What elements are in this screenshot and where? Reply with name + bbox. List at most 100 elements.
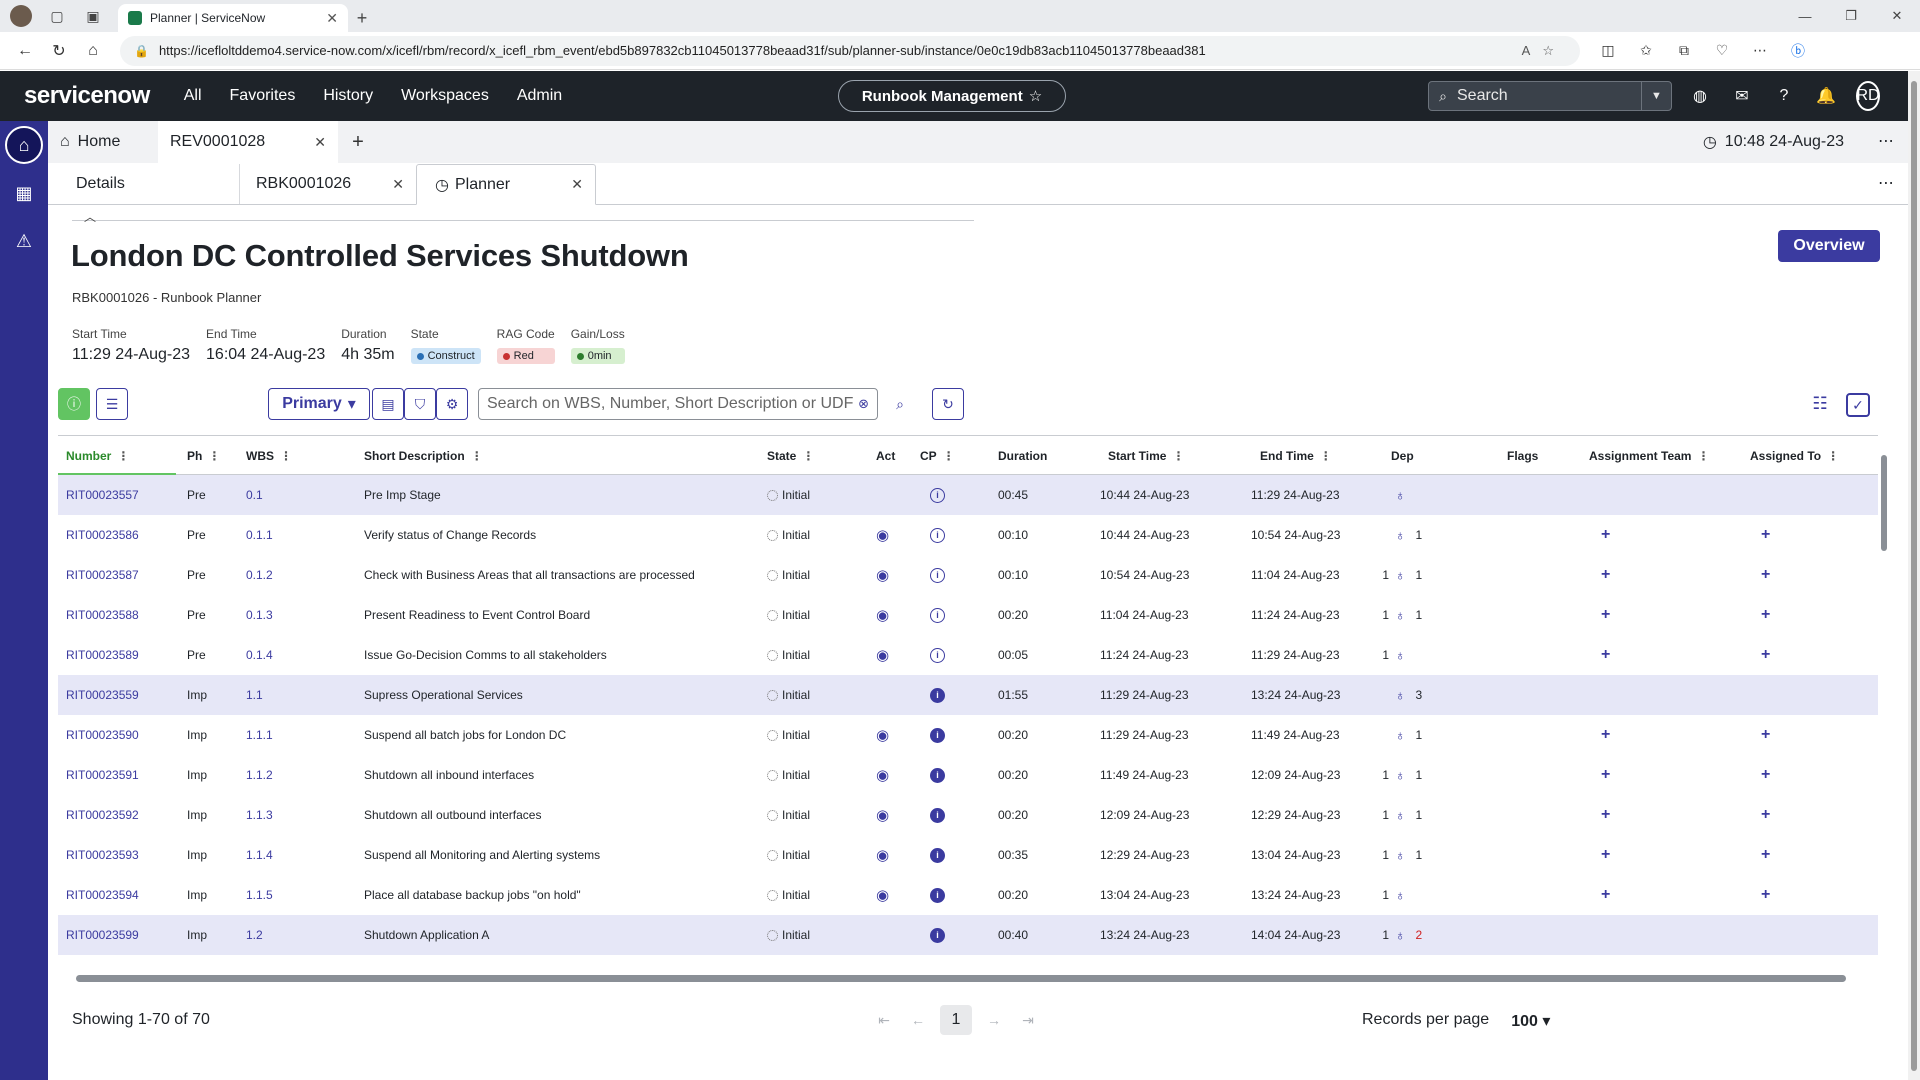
dependency-pin-icon[interactable]: ♁ bbox=[1395, 807, 1406, 823]
dependency-pin-icon[interactable]: ♁ bbox=[1395, 527, 1406, 543]
add-assigned-to-button[interactable]: + bbox=[1761, 646, 1771, 663]
add-assigned-to-button[interactable]: + bbox=[1761, 606, 1771, 623]
cell-dep[interactable]: ♁ 1 bbox=[1381, 715, 1422, 755]
critical-path-info-icon[interactable]: i bbox=[930, 767, 945, 783]
nav-all[interactable]: All bbox=[183, 87, 202, 104]
cell-wbs[interactable]: 0.1.4 bbox=[246, 635, 273, 675]
records-per-page-select[interactable]: 100 ▾ bbox=[1511, 1013, 1551, 1030]
cell-number[interactable]: RIT00023592 bbox=[66, 795, 139, 835]
column-menu-icon[interactable]: ⋮ bbox=[1172, 449, 1185, 463]
view-activity-eye-icon[interactable]: ◉ bbox=[876, 727, 890, 744]
checkbox-icon[interactable]: ✓ bbox=[1846, 393, 1870, 417]
dependency-pin-icon[interactable]: ♁ bbox=[1395, 727, 1406, 743]
column-header-cp[interactable]: CP ⋮ bbox=[920, 436, 955, 476]
dependency-pin-icon[interactable]: ♁ bbox=[1395, 847, 1406, 863]
column-header-state[interactable]: State ⋮ bbox=[767, 436, 814, 476]
view-select[interactable]: Primary ▾ bbox=[268, 388, 370, 420]
globe-icon[interactable]: ◍ bbox=[1693, 88, 1707, 105]
critical-path-info-icon[interactable]: i bbox=[930, 607, 945, 623]
column-menu-icon[interactable]: ⋮ bbox=[470, 449, 483, 463]
add-assigned-to-button[interactable]: + bbox=[1761, 806, 1771, 823]
cell-number[interactable]: RIT00023586 bbox=[66, 515, 139, 555]
dependency-pin-icon[interactable]: ♁ bbox=[1395, 927, 1406, 943]
close-icon[interactable]: ✕ bbox=[314, 133, 326, 150]
add-assignment-team-button[interactable]: + bbox=[1601, 566, 1611, 583]
close-tab-icon[interactable]: ✕ bbox=[326, 9, 338, 26]
column-menu-icon[interactable]: ⋮ bbox=[802, 449, 815, 463]
split-screen-icon[interactable]: ◫ bbox=[1601, 42, 1615, 58]
critical-path-info-icon[interactable]: i bbox=[930, 687, 945, 703]
column-menu-icon[interactable]: ⋮ bbox=[942, 449, 955, 463]
view-activity-eye-icon[interactable]: ◉ bbox=[876, 887, 890, 904]
cell-dep[interactable]: 1 ♁ 1 bbox=[1381, 795, 1422, 835]
save-button[interactable]: ▤ bbox=[372, 388, 404, 420]
cell-number[interactable]: RIT00023591 bbox=[66, 755, 139, 795]
scrollbar-thumb[interactable] bbox=[76, 975, 1846, 982]
cell-number[interactable]: RIT00023588 bbox=[66, 595, 139, 635]
application-scope-button[interactable]: Runbook Management ☆ bbox=[838, 80, 1066, 112]
cell-wbs[interactable]: 1.1 bbox=[246, 675, 263, 715]
tab-actions-icon[interactable]: ▣ bbox=[86, 7, 100, 24]
critical-path-info-icon[interactable]: i bbox=[930, 647, 945, 663]
column-menu-icon[interactable]: ⋮ bbox=[208, 449, 221, 463]
add-assignment-team-button[interactable]: + bbox=[1601, 526, 1611, 543]
critical-path-info-icon[interactable]: i bbox=[930, 927, 945, 943]
view-activity-eye-icon[interactable]: ◉ bbox=[876, 847, 890, 864]
table-row[interactable]: RIT00023588 Pre 0.1.3 Present Readiness to … bbox=[58, 595, 1878, 635]
cell-dep[interactable]: 1 ♁ 2 bbox=[1381, 915, 1422, 955]
add-assigned-to-button[interactable]: + bbox=[1761, 566, 1771, 583]
tab-record[interactable]: REV0001028 ✕ bbox=[158, 121, 338, 163]
column-menu-icon[interactable]: ⋮ bbox=[1697, 449, 1710, 463]
column-header-ph[interactable]: Ph ⋮ bbox=[187, 436, 220, 476]
favorites-icon[interactable]: ✩ bbox=[1640, 42, 1652, 58]
add-assigned-to-button[interactable]: + bbox=[1761, 846, 1771, 863]
table-row[interactable]: RIT00023557 Pre 0.1 Pre Imp Stage Initial 00:… bbox=[58, 475, 1878, 515]
search-icon[interactable]: ⌕ bbox=[884, 388, 916, 420]
more-icon[interactable]: ⋯ bbox=[1878, 175, 1894, 192]
add-tab-button[interactable]: + bbox=[352, 130, 364, 153]
add-assigned-to-button[interactable]: + bbox=[1761, 726, 1771, 743]
cell-wbs[interactable]: 0.1.2 bbox=[246, 555, 273, 595]
search-scope-dropdown-icon[interactable]: ▼ bbox=[1641, 82, 1671, 110]
critical-path-info-icon[interactable]: i bbox=[930, 487, 945, 503]
table-row[interactable]: RIT00023559 Imp 1.1 Supress Operational Ser… bbox=[58, 675, 1878, 715]
critical-path-info-icon[interactable]: i bbox=[930, 727, 945, 743]
dependency-pin-icon[interactable]: ♁ bbox=[1395, 687, 1406, 703]
cell-number[interactable]: RIT00023587 bbox=[66, 555, 139, 595]
view-activity-eye-icon[interactable]: ◉ bbox=[876, 567, 890, 584]
cell-number[interactable]: RIT00023599 bbox=[66, 915, 139, 955]
dependency-pin-icon[interactable]: ♁ bbox=[1395, 487, 1406, 503]
table-row[interactable]: RIT00023589 Pre 0.1.4 Issue Go-Decision Com… bbox=[58, 635, 1878, 675]
column-header-start-time[interactable]: Start Time ⋮ bbox=[1108, 436, 1184, 476]
cell-dep[interactable]: 1 ♁ bbox=[1381, 635, 1416, 675]
browser-essentials-icon[interactable]: ♡ bbox=[1715, 42, 1729, 58]
help-icon[interactable]: ? bbox=[1779, 87, 1789, 104]
nav-history[interactable]: History bbox=[323, 87, 374, 104]
add-assignment-team-button[interactable]: + bbox=[1601, 726, 1611, 743]
add-assignment-team-button[interactable]: + bbox=[1601, 886, 1611, 903]
collections-icon[interactable]: ⧉ bbox=[1679, 42, 1689, 58]
refresh-button[interactable]: ↻ bbox=[932, 388, 964, 420]
column-header-act[interactable]: Act bbox=[876, 436, 895, 476]
cell-dep[interactable]: 1 ♁ 1 bbox=[1381, 835, 1422, 875]
grid-search-input[interactable]: Search on WBS, Number, Short Description… bbox=[478, 388, 878, 420]
add-assignment-team-button[interactable]: + bbox=[1601, 806, 1611, 823]
first-page-icon[interactable]: ⇤ bbox=[878, 1011, 890, 1028]
cell-number[interactable]: RIT00023557 bbox=[66, 475, 139, 515]
copilot-icon[interactable]: ⓑ bbox=[1791, 42, 1805, 59]
column-header-short-description[interactable]: Short Description ⋮ bbox=[364, 436, 483, 476]
critical-path-info-icon[interactable]: i bbox=[930, 567, 945, 583]
page-scrollbar[interactable] bbox=[1908, 71, 1920, 1080]
cell-dep[interactable]: ♁ 1 bbox=[1381, 515, 1422, 555]
cell-wbs[interactable]: 0.1.1 bbox=[246, 515, 273, 555]
table-row[interactable]: RIT00023590 Imp 1.1.1 Suspend all batch job… bbox=[58, 715, 1878, 755]
cell-number[interactable]: RIT00023559 bbox=[66, 675, 139, 715]
sidebar-alert-icon[interactable]: ⚠ bbox=[15, 230, 33, 251]
cell-wbs[interactable]: 1.1.2 bbox=[246, 755, 273, 795]
column-header-assigned-to[interactable]: Assigned To ⋮ bbox=[1750, 436, 1839, 476]
column-menu-icon[interactable]: ⋮ bbox=[117, 449, 130, 463]
cell-dep[interactable]: 1 ♁ 1 bbox=[1381, 555, 1422, 595]
column-menu-icon[interactable]: ⋮ bbox=[280, 449, 292, 463]
tab-planner[interactable]: ◷ Planner ✕ bbox=[416, 164, 596, 205]
table-row[interactable]: RIT00023591 Imp 1.1.2 Shutdown all inbound … bbox=[58, 755, 1878, 795]
